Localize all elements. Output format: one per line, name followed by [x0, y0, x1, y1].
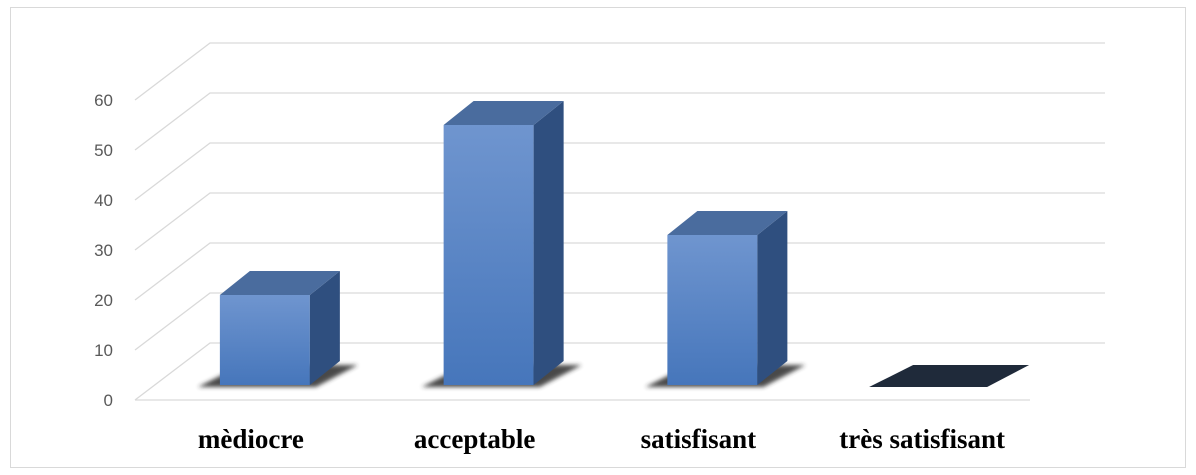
y-tick-label: 20	[94, 291, 113, 310]
y-tick-label: 30	[94, 241, 113, 260]
bar-side	[309, 271, 340, 385]
bar-1	[421, 101, 582, 387]
bars	[197, 101, 1030, 387]
x-axis-categories: mèdiocre acceptable satisfisant très satisf…	[198, 424, 1005, 454]
y-tick-label: 10	[94, 341, 113, 360]
y-tick-label: 50	[94, 141, 113, 160]
gridline-0	[134, 342, 1105, 401]
gridline-10	[134, 292, 1105, 351]
bar-side	[757, 211, 788, 385]
y-axis-ticks: 0 10 20 30 40 50 60	[94, 91, 113, 410]
x-category-label: satisfisant	[641, 424, 757, 454]
bar-top	[443, 101, 564, 125]
bar-3	[869, 365, 1030, 387]
bar-shadow	[869, 365, 1030, 387]
bar-front	[443, 125, 534, 385]
y-tick-label: 40	[94, 191, 113, 210]
bar-front	[219, 295, 310, 385]
bar-0	[197, 271, 358, 387]
gridline-20	[134, 242, 1105, 301]
bar-2	[645, 211, 806, 387]
chart-frame	[10, 7, 1186, 468]
x-category-label: acceptable	[414, 424, 535, 454]
y-tick-label: 0	[104, 391, 113, 410]
gridlines	[134, 42, 1105, 401]
gridline-40	[134, 142, 1105, 201]
bar-front	[667, 235, 758, 385]
bar-top	[219, 271, 340, 295]
gridline-50	[134, 92, 1105, 151]
gridline-60	[134, 42, 1105, 101]
gridline-30	[134, 192, 1105, 251]
y-tick-label: 60	[94, 91, 113, 110]
x-category-label: très satisfisant	[839, 424, 1005, 454]
x-category-label: mèdiocre	[198, 424, 304, 454]
bar-top	[667, 211, 788, 235]
bar-side	[533, 101, 564, 385]
